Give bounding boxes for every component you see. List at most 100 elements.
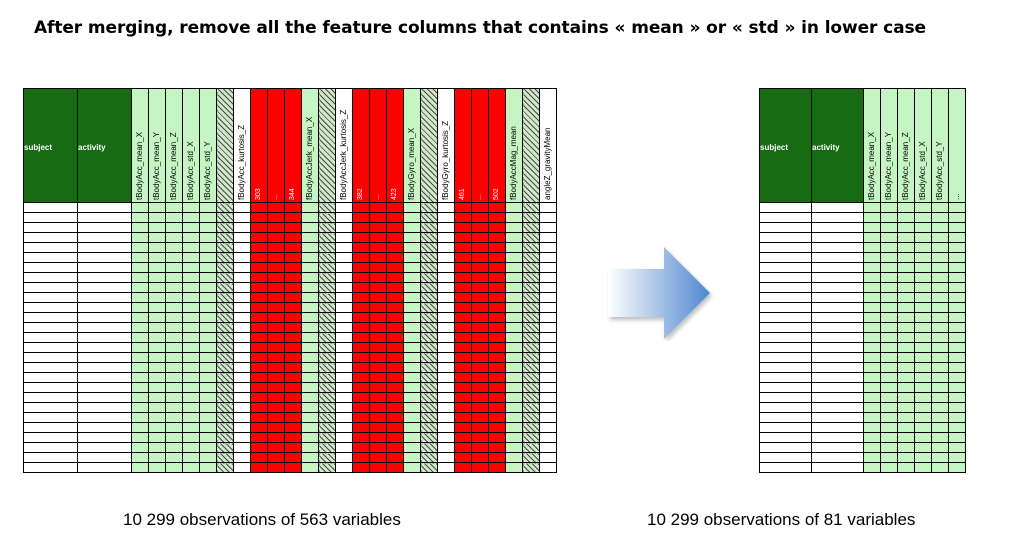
right-table-row (759, 442, 966, 453)
right-table-cell (948, 352, 966, 363)
left-table-cell (233, 452, 251, 463)
left-table-cell (505, 432, 523, 443)
left-table-cell (522, 252, 540, 263)
left-table-cell (352, 452, 370, 463)
left-table-cell (131, 302, 149, 313)
left-header-tbodyacc-mean-z-4: tBodyAcc_mean_Z (165, 88, 183, 203)
left-table-cell (437, 262, 455, 273)
right-table-row (759, 202, 966, 213)
left-table-cell (386, 392, 404, 403)
left-table-cell (420, 342, 438, 353)
left-table-cell (522, 362, 540, 373)
left-table-cell (335, 242, 353, 253)
right-table-cell (811, 312, 864, 323)
left-table-cell (131, 262, 149, 273)
left-table-cell (182, 252, 200, 263)
left-table-cell (131, 392, 149, 403)
left-table-cell (335, 262, 353, 273)
left-table-cell (471, 402, 489, 413)
right-table-cell (948, 252, 966, 263)
left-table-cell (216, 332, 234, 343)
right-table-row (759, 412, 966, 423)
left-table-row (23, 422, 557, 433)
left-table-cell (318, 212, 336, 223)
left-table-cell (23, 292, 78, 303)
left-table-cell (488, 262, 506, 273)
left-table-cell (454, 242, 472, 253)
left-table-cell (23, 322, 78, 333)
left-table-cell (386, 342, 404, 353)
left-table-cell (165, 332, 183, 343)
left-table-cell (77, 372, 132, 383)
left-table-cell (386, 352, 404, 363)
right-table-cell (914, 242, 932, 253)
left-table-cell (403, 342, 421, 353)
left-table-cell (165, 382, 183, 393)
left-table-cell (284, 342, 302, 353)
left-table-cell (77, 282, 132, 293)
left-table-cell (352, 342, 370, 353)
left-table-cell (77, 362, 132, 373)
left-table-cell (284, 322, 302, 333)
left-table-cell (182, 302, 200, 313)
right-table-cell (914, 332, 932, 343)
right-table-cell (811, 352, 864, 363)
left-table-cell (233, 312, 251, 323)
right-table-cell (897, 352, 915, 363)
left-table-cell (148, 222, 166, 233)
left-table-cell (233, 402, 251, 413)
left-table-cell (301, 362, 319, 373)
left-table-cell (301, 202, 319, 213)
right-table-cell (880, 262, 898, 273)
left-table-cell (165, 202, 183, 213)
left-column-label: ... (476, 193, 483, 200)
right-table-cell (948, 452, 966, 463)
left-table-cell (318, 282, 336, 293)
left-table-row (23, 282, 557, 293)
left-table-cell (250, 392, 268, 403)
left-table-cell (505, 242, 523, 253)
right-table-cell (880, 342, 898, 353)
left-table-cell (437, 442, 455, 453)
right-table-cell (931, 432, 949, 443)
left-table-cell (505, 422, 523, 433)
right-table-cell (880, 272, 898, 283)
left-table-cell (77, 332, 132, 343)
left-table-cell (488, 202, 506, 213)
left-table-cell (386, 422, 404, 433)
left-table-cell (216, 462, 234, 473)
left-table-cell (454, 302, 472, 313)
left-table-cell (437, 242, 455, 253)
left-table-cell (522, 302, 540, 313)
left-table-cell (131, 282, 149, 293)
left-table-cell (301, 432, 319, 443)
right-table-cell (863, 412, 881, 423)
caption-right: 10 299 observations of 81 variables (647, 510, 916, 529)
right-table-cell (863, 372, 881, 383)
right-table-row (759, 302, 966, 313)
left-table-cell (199, 292, 217, 303)
left-table-cell (335, 422, 353, 433)
left-table-cell (199, 442, 217, 453)
left-table-cell (199, 332, 217, 343)
left-table-cell (505, 252, 523, 263)
left-table-cell (284, 292, 302, 303)
right-table-cell (948, 282, 966, 293)
left-table-cell (386, 272, 404, 283)
right-table-cell (759, 332, 812, 343)
left-table-cell (301, 322, 319, 333)
left-table-cell (182, 262, 200, 273)
right-table-cell (931, 382, 949, 393)
left-column-label: subject (24, 142, 53, 152)
left-table-cell (369, 262, 387, 273)
left-table-cell (301, 252, 319, 263)
left-table-cell (23, 422, 78, 433)
left-table-cell (77, 302, 132, 313)
left-table-cell (233, 342, 251, 353)
left-column-label: tBodyAcc_mean_X (135, 131, 144, 200)
left-table-cell (250, 252, 268, 263)
left-table-cell (369, 432, 387, 443)
left-table-cell (77, 422, 132, 433)
left-table-cell (131, 442, 149, 453)
left-table-cell (131, 342, 149, 353)
